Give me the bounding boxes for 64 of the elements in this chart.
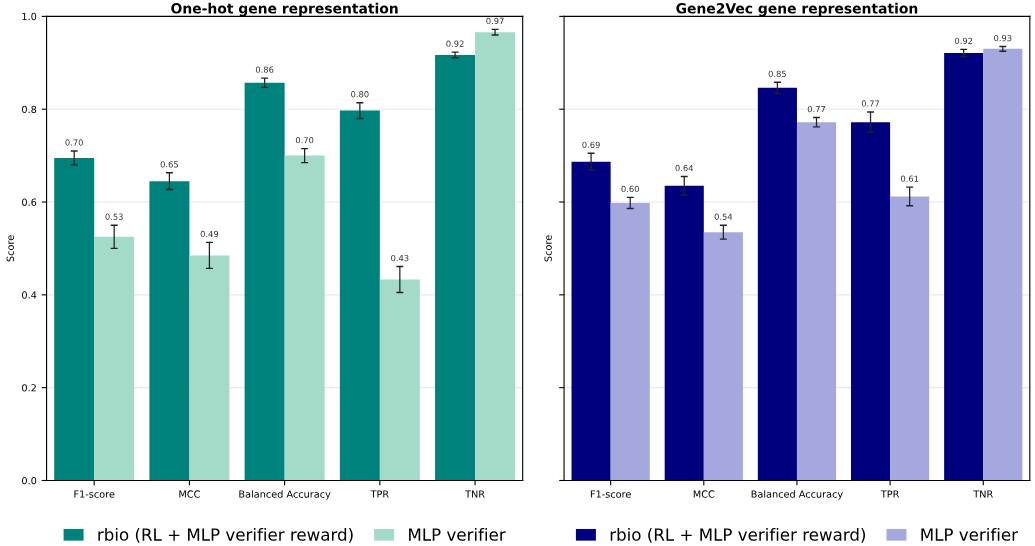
data-label: 0.60 (621, 185, 639, 193)
bar (339, 110, 380, 481)
bar (610, 202, 650, 481)
data-label: 0.86 (255, 66, 274, 73)
chart-title: Gene2Vec gene representation (676, 2, 918, 17)
data-label: 0.77 (861, 100, 880, 107)
x-tick-label: F1-score (74, 490, 115, 498)
bar (284, 155, 325, 481)
data-label: 0.70 (295, 137, 314, 144)
y-tick-label: 0.4 (22, 291, 37, 299)
legend-label: MLP verifier (409, 527, 506, 541)
legend-label: rbio (RL + MLP verifier reward) (98, 527, 353, 543)
bar (54, 157, 95, 481)
bar (664, 185, 704, 481)
bar (244, 82, 285, 481)
data-label: 0.80 (351, 91, 369, 98)
x-tick-label: TNR (465, 490, 485, 498)
data-label: 0.43 (391, 254, 409, 262)
data-label: 0.77 (807, 105, 826, 113)
data-label: 0.85 (768, 70, 786, 77)
data-label: 0.49 (200, 230, 219, 238)
bar (850, 122, 891, 481)
bar (757, 87, 797, 481)
bar (890, 196, 930, 481)
bar (149, 181, 190, 481)
data-label: 0.54 (714, 213, 733, 220)
y-tick-label: 1.0 (22, 12, 37, 21)
bar (571, 161, 611, 481)
data-label: 0.97 (486, 17, 504, 25)
data-label: 0.92 (446, 40, 464, 47)
y-tick-label: 0.8 (22, 105, 37, 114)
chart-title: One-hot gene representation (171, 2, 398, 17)
x-tick-label: Balanced Accuracy (751, 490, 843, 500)
y-tick-label: 0.2 (22, 384, 36, 392)
legend-label: rbio (RL + MLP verifier reward) (610, 527, 866, 543)
x-tick-label: MCC (693, 490, 715, 498)
bar (703, 232, 743, 481)
data-label: 0.64 (675, 164, 694, 172)
data-label: 0.65 (160, 161, 178, 168)
bar (94, 236, 135, 481)
y-axis-title: Score (6, 235, 14, 262)
bar (796, 122, 837, 481)
data-label: 0.69 (582, 141, 600, 148)
data-label: 0.53 (105, 213, 123, 220)
bar (379, 279, 420, 481)
bar (189, 255, 230, 481)
x-tick-label: TPR (880, 490, 900, 498)
y-tick-label: 0.0 (22, 476, 37, 485)
bar (983, 48, 1023, 481)
data-label: 0.92 (954, 37, 973, 44)
bar (944, 53, 984, 481)
x-tick-label: F1-score (590, 490, 631, 498)
x-tick-label: MCC (179, 490, 200, 498)
data-label: 0.70 (65, 139, 83, 146)
y-tick-label: 0.6 (22, 198, 37, 206)
x-tick-label: TNR (973, 490, 993, 498)
x-tick-label: Balanced Accuracy (239, 490, 331, 500)
bar (475, 32, 516, 481)
data-label: 0.61 (900, 175, 919, 182)
bar (435, 54, 476, 481)
x-tick-label: TPR (370, 490, 389, 498)
legend-label: MLP verifier (921, 527, 1018, 541)
y-axis-title: Score (544, 235, 552, 262)
data-label: 0.93 (994, 34, 1012, 42)
